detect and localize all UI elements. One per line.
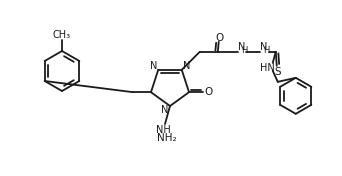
Text: O: O bbox=[215, 33, 224, 43]
Text: NH: NH bbox=[156, 125, 170, 135]
Text: N: N bbox=[183, 61, 190, 71]
Text: HN: HN bbox=[260, 63, 275, 73]
Text: O: O bbox=[204, 87, 212, 97]
Text: N: N bbox=[260, 42, 267, 52]
Text: N: N bbox=[238, 42, 246, 52]
Text: NH₂: NH₂ bbox=[157, 133, 177, 143]
Text: S: S bbox=[274, 67, 281, 77]
Text: H: H bbox=[241, 46, 248, 55]
Text: N: N bbox=[149, 61, 157, 71]
Text: N: N bbox=[161, 105, 169, 115]
Text: H: H bbox=[263, 46, 269, 55]
Text: CH₃: CH₃ bbox=[53, 30, 71, 40]
